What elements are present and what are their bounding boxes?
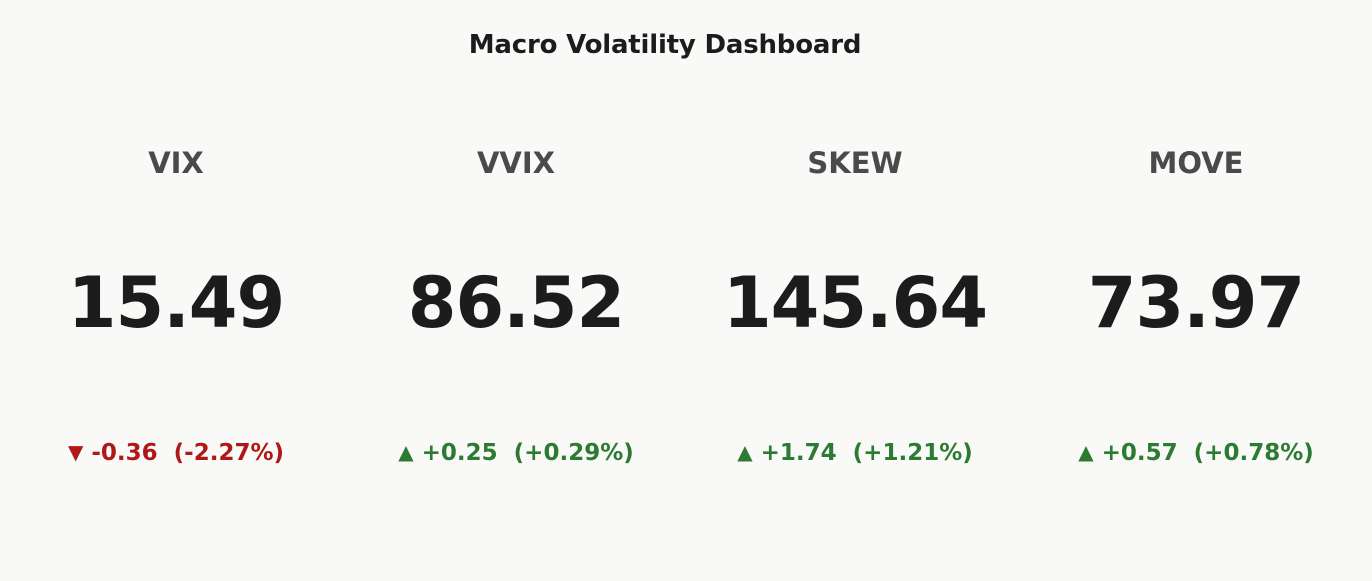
change-percent: (+0.29%) (513, 440, 634, 466)
indicator-value: 145.64 (722, 262, 988, 344)
arrow-up-icon: ▲ (737, 440, 753, 464)
change-value: +0.25 (421, 440, 498, 466)
change-value: -0.36 (91, 440, 158, 466)
change-percent: (+0.78%) (1193, 440, 1314, 466)
dashboard-title: Macro Volatility Dashboard (468, 30, 862, 60)
change-value: +0.57 (1101, 440, 1178, 466)
indicator-name: MOVE (1148, 146, 1244, 180)
indicator-name: VVIX (476, 146, 556, 180)
arrow-up-icon: ▲ (398, 440, 414, 464)
change-value: +1.74 (760, 440, 837, 466)
indicator-value: 86.52 (407, 262, 625, 344)
change-percent: (-2.27%) (173, 440, 285, 466)
indicator-name: VIX (148, 146, 204, 180)
indicator-tile-vix: VIX 15.49 ▼ -0.36 (-2.27%) (6, 0, 346, 581)
indicator-value: 73.97 (1087, 262, 1305, 344)
indicator-change: ▲ +0.25 (+0.29%) (346, 440, 686, 466)
arrow-down-icon: ▼ (67, 440, 84, 464)
arrow-up-icon: ▲ (1078, 440, 1094, 464)
indicator-change: ▼ -0.36 (-2.27%) (6, 440, 346, 466)
indicator-tile-move: MOVE 73.97 ▲ +0.57 (+0.78%) (1026, 0, 1366, 581)
indicator-name: SKEW (807, 146, 903, 180)
indicator-change: ▲ +1.74 (+1.21%) (685, 440, 1025, 466)
indicator-change: ▲ +0.57 (+0.78%) (1026, 440, 1366, 466)
change-percent: (+1.21%) (852, 440, 973, 466)
indicator-tile-vvix: VVIX 86.52 ▲ +0.25 (+0.29%) (346, 0, 686, 581)
indicator-value: 15.49 (67, 262, 285, 344)
indicator-tile-skew: SKEW 145.64 ▲ +1.74 (+1.21%) (685, 0, 1025, 581)
